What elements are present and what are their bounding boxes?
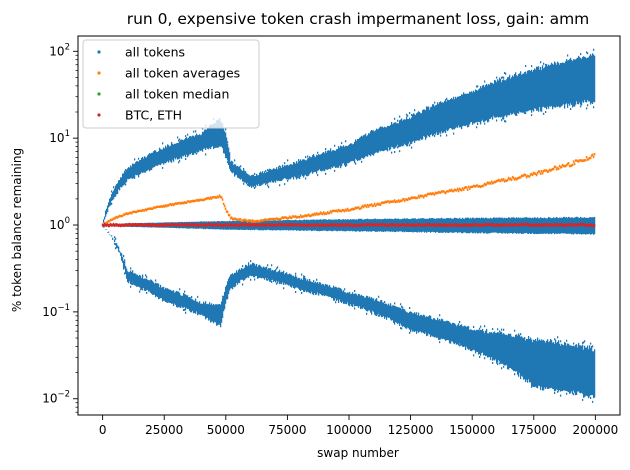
x-tick-label: 75000 [268,423,306,437]
x-tick-label: 125000 [388,423,434,437]
x-tick-label: 25000 [145,423,183,437]
legend-marker [97,113,101,117]
x-tick-label: 150000 [449,423,495,437]
chart-title: run 0, expensive token crash impermanent… [127,10,590,28]
x-tick-label: 100000 [326,423,372,437]
series-btc-eth [101,222,596,228]
y-tick-label: 102 [49,42,70,58]
legend-label: all token averages [125,66,240,81]
legend-marker [97,92,101,96]
y-axis: 10−2 10−1 100 101 102 [42,42,78,413]
x-tick-label: 50000 [207,423,245,437]
legend-marker [97,50,101,54]
y-tick-label: 100 [49,216,70,232]
legend-box [82,39,260,129]
y-tick-label: 10−1 [42,303,70,319]
x-tick-label: 200000 [572,423,618,437]
y-tick-label: 10−2 [42,390,70,406]
y-axis-label: % token balance remaining [10,148,24,312]
legend-label: all token median [125,87,229,102]
legend: all tokens all token averages all token me… [82,39,260,129]
x-tick-label: 175000 [511,423,557,437]
legend-label: BTC, ETH [125,108,182,123]
legend-marker [97,71,101,75]
plot-area [101,48,596,403]
x-axis-label: swap number [317,446,399,460]
y-tick-label: 101 [49,129,70,145]
x-axis: 0 25000 50000 75000 100000 125000 150000 175000… [99,415,618,437]
legend-label: all tokens [125,45,185,60]
x-tick-label: 0 [99,423,107,437]
